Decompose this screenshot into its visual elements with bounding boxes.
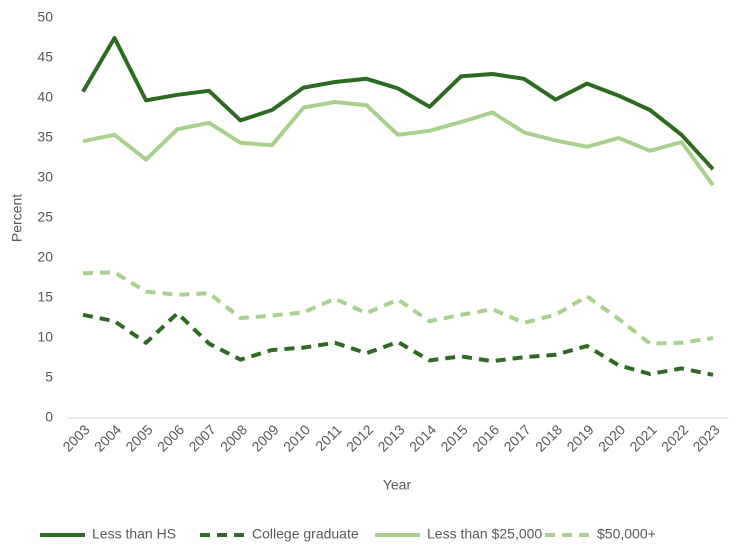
x-tick-label: 2016	[469, 421, 502, 454]
y-tick-label: 5	[45, 369, 53, 385]
x-tick-label: 2005	[122, 421, 155, 454]
y-tick-label: 40	[37, 89, 53, 105]
series-line	[82, 100, 715, 187]
y-tick-label: 20	[37, 249, 53, 265]
x-tick-label: 2020	[595, 421, 628, 454]
y-tick-label: 25	[37, 209, 53, 225]
x-tick-label: 2019	[563, 421, 596, 454]
y-tick-label: 30	[37, 169, 53, 185]
x-tick-label: 2018	[532, 421, 565, 454]
x-axis-label: Year	[383, 477, 412, 493]
x-tick-label: 2010	[280, 421, 313, 454]
series-line	[82, 311, 714, 377]
y-tick-label: 35	[37, 129, 53, 145]
x-tick-label: 2012	[343, 421, 376, 454]
legend-label: $50,000+	[597, 526, 656, 542]
x-tick-label: 2014	[406, 421, 439, 454]
x-tick-label: 2004	[91, 421, 124, 454]
x-tick-label: 2011	[312, 421, 345, 454]
x-tick-label: 2021	[626, 421, 659, 454]
x-tick-label: 2008	[217, 421, 250, 454]
x-tick-label: 2009	[248, 421, 281, 454]
legend-label: College graduate	[252, 526, 359, 542]
x-tick-label: 2023	[689, 421, 722, 454]
x-tick-label: 2007	[185, 421, 218, 454]
series-line	[82, 270, 714, 346]
y-tick-label: 50	[37, 9, 53, 25]
y-tick-label: 45	[37, 49, 53, 65]
series-line	[81, 36, 715, 171]
y-tick-label: 10	[37, 329, 53, 345]
x-tick-label: 2003	[59, 421, 92, 454]
x-tick-label: 2006	[154, 421, 187, 454]
x-tick-label: 2015	[437, 421, 470, 454]
x-tick-label: 2013	[374, 421, 407, 454]
y-axis-label: Percent	[9, 194, 25, 242]
x-tick-label: 2017	[500, 421, 533, 454]
legend-label: Less than HS	[92, 526, 176, 542]
y-tick-label: 15	[37, 289, 53, 305]
x-tick-label: 2022	[658, 421, 691, 454]
y-tick-label: 0	[45, 409, 53, 425]
legend-label: Less than $25,000	[427, 526, 542, 542]
